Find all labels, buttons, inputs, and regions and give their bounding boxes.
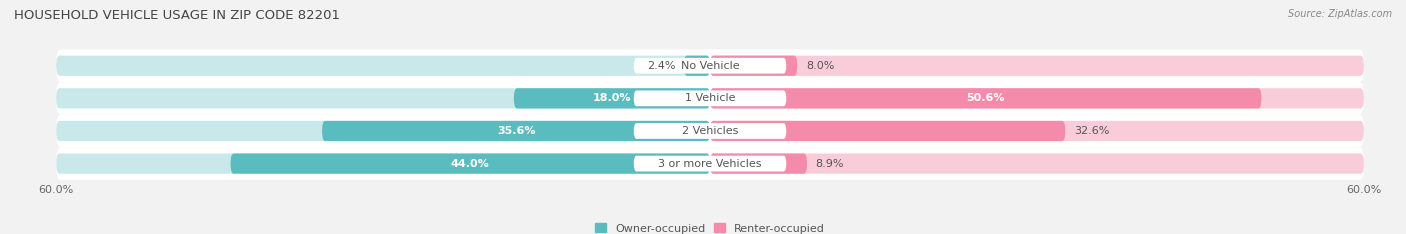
FancyBboxPatch shape [710, 121, 1364, 141]
Text: 18.0%: 18.0% [593, 93, 631, 103]
FancyBboxPatch shape [710, 154, 807, 174]
FancyBboxPatch shape [56, 82, 1364, 115]
FancyBboxPatch shape [231, 154, 710, 174]
FancyBboxPatch shape [634, 123, 786, 139]
FancyBboxPatch shape [683, 56, 710, 76]
FancyBboxPatch shape [634, 91, 786, 106]
Text: Source: ZipAtlas.com: Source: ZipAtlas.com [1288, 9, 1392, 19]
FancyBboxPatch shape [56, 115, 1364, 147]
Text: 50.6%: 50.6% [966, 93, 1005, 103]
FancyBboxPatch shape [634, 156, 786, 172]
FancyBboxPatch shape [56, 56, 710, 76]
FancyBboxPatch shape [710, 88, 1261, 109]
FancyBboxPatch shape [710, 88, 1364, 109]
Text: No Vehicle: No Vehicle [681, 61, 740, 71]
FancyBboxPatch shape [710, 56, 1364, 76]
Text: 32.6%: 32.6% [1074, 126, 1109, 136]
FancyBboxPatch shape [515, 88, 710, 109]
FancyBboxPatch shape [56, 49, 1364, 82]
Text: HOUSEHOLD VEHICLE USAGE IN ZIP CODE 82201: HOUSEHOLD VEHICLE USAGE IN ZIP CODE 8220… [14, 9, 340, 22]
FancyBboxPatch shape [710, 121, 1066, 141]
Text: 2.4%: 2.4% [647, 61, 675, 71]
FancyBboxPatch shape [322, 121, 710, 141]
Text: 1 Vehicle: 1 Vehicle [685, 93, 735, 103]
Text: 2 Vehicles: 2 Vehicles [682, 126, 738, 136]
Text: 3 or more Vehicles: 3 or more Vehicles [658, 159, 762, 169]
Text: 44.0%: 44.0% [451, 159, 489, 169]
Text: 8.9%: 8.9% [815, 159, 844, 169]
FancyBboxPatch shape [634, 58, 786, 74]
Text: 8.0%: 8.0% [806, 61, 834, 71]
Text: 35.6%: 35.6% [496, 126, 536, 136]
Legend: Owner-occupied, Renter-occupied: Owner-occupied, Renter-occupied [591, 219, 830, 234]
FancyBboxPatch shape [710, 154, 1364, 174]
FancyBboxPatch shape [56, 154, 710, 174]
FancyBboxPatch shape [56, 147, 1364, 180]
FancyBboxPatch shape [56, 88, 710, 109]
FancyBboxPatch shape [710, 56, 797, 76]
FancyBboxPatch shape [56, 121, 710, 141]
